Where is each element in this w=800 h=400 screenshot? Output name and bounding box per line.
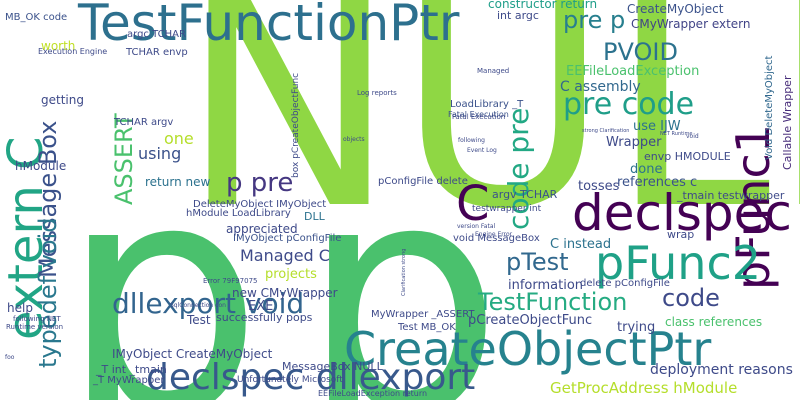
cloud-word: MyWrapper _ASSERT — [371, 309, 475, 320]
cloud-word: SqlConnection con — [170, 302, 226, 309]
cloud-word: p — [60, 114, 264, 400]
cloud-word: getting — [41, 93, 84, 107]
cloud-word: pFunc2 — [595, 236, 762, 290]
cloud-word: following — [458, 137, 485, 144]
cloud-word: use IJW — [633, 119, 681, 134]
cloud-word: _tmain testwrapper — [677, 189, 785, 202]
cloud-word: testwrapper int — [472, 204, 542, 214]
cloud-word: Managed C — [240, 246, 330, 265]
cloud-word: EEFileLoadException — [566, 64, 700, 79]
cloud-word: version Fatal — [457, 223, 496, 230]
cloud-word: declspec — [572, 184, 792, 242]
cloud-word: p pre — [226, 168, 294, 198]
cloud-word: appreciated — [226, 222, 298, 236]
cloud-word: DeleteMyObject IMyObject — [193, 199, 327, 210]
cloud-word: hModule LoadLibrary — [186, 208, 291, 219]
cloud-word: typedef void — [34, 217, 62, 368]
cloud-word: strong Clarification — [582, 128, 630, 134]
cloud-word: Test — [187, 313, 211, 327]
cloud-word: IMyObject pConfigFile — [233, 233, 342, 244]
cloud-word: following NET — [13, 315, 61, 323]
cloud-word: class references — [665, 315, 763, 329]
cloud-word: TCHAR argv — [114, 117, 174, 128]
cloud-word: EXE — [248, 299, 274, 314]
cloud-word: argc TCHAR — [127, 29, 186, 40]
cloud-word: Runtime version — [6, 323, 64, 331]
cloud-word: void MessageBox — [453, 233, 540, 244]
cloud-word: C assembly — [560, 79, 641, 95]
cloud-word: C instead — [550, 237, 612, 252]
cloud-word: CreateObjectPtr — [344, 322, 712, 376]
cloud-word: wrap — [667, 228, 695, 241]
cloud-word: pCreateObjectFunc — [468, 313, 593, 328]
cloud-word: foo — [5, 354, 15, 361]
cloud-word: LoadLibrary _T — [450, 99, 524, 110]
cloud-word: void — [686, 133, 699, 140]
cloud-word: tosses — [578, 179, 620, 194]
cloud-word: done — [630, 162, 663, 177]
cloud-word: CMyWrapper extern — [631, 17, 751, 31]
cloud-word: PVOID — [603, 38, 678, 66]
cloud-word: box pCreateObjectFunc — [291, 72, 301, 178]
cloud-word: Log reports — [357, 89, 397, 97]
cloud-word: envp HMODULE — [644, 150, 731, 163]
cloud-word: declspec dllexport — [146, 357, 476, 398]
cloud-word: Error 79F97075 — [203, 277, 258, 285]
cloud-word: DLL — [304, 210, 325, 223]
cloud-word: trying — [617, 320, 656, 335]
cloud-word: information — [508, 278, 584, 293]
cloud-word: new CMyWrapper — [232, 286, 338, 300]
cloud-word: TCHAR envp — [126, 47, 188, 58]
cloud-word: pre p — [563, 6, 626, 34]
cloud-word: GetProcAddress hModule — [550, 379, 738, 397]
cloud-word: MessageBox NULL — [282, 360, 383, 373]
cloud-word: _T int _tmain — [96, 363, 167, 376]
cloud-word: CreateMyObject — [627, 2, 724, 16]
cloud-word: one — [164, 129, 194, 148]
cloud-word: Unfortunately Microsoft — [237, 375, 343, 385]
cloud-word: pre code — [563, 87, 695, 122]
cloud-word: NULL — [180, 0, 800, 273]
cloud-word: p — [300, 114, 504, 400]
cloud-word: TestFunction — [478, 288, 628, 316]
cloud-word: Wrapper — [606, 135, 662, 150]
cloud-word: deployment reasons — [650, 362, 793, 378]
cloud-word: worth — [41, 39, 76, 53]
cloud-word: Clarification strong — [401, 248, 407, 296]
cloud-word: return new — [145, 175, 211, 189]
cloud-word: Void DeleteMyObject — [764, 55, 775, 160]
cloud-word: hModule — [15, 159, 67, 173]
cloud-word: Test MB_OK — [398, 322, 456, 333]
cloud-word: Callable Wrapper — [781, 75, 794, 170]
cloud-word: projects — [265, 267, 317, 282]
cloud-word: pTest — [506, 248, 569, 276]
cloud-word: Fatal Execution — [452, 113, 506, 121]
cloud-word: Fatal Execution — [448, 110, 509, 119]
cloud-word: Event Log — [467, 147, 497, 154]
cloud-word: NET Runtime — [660, 131, 693, 137]
cloud-word: successfully pops — [216, 311, 313, 324]
cloud-word: code — [662, 284, 720, 312]
cloud-word: Managed — [477, 67, 510, 75]
cloud-word: TestFunctionPtr — [78, 0, 460, 52]
cloud-word: using — [138, 144, 182, 163]
cloud-word: Engine Error — [475, 231, 513, 238]
cloud-word: EEFileLoadException return — [318, 389, 428, 398]
cloud-word: Execution Engine — [38, 47, 108, 56]
cloud-word: C — [456, 176, 490, 232]
cloud-word: argv TCHAR — [492, 188, 558, 201]
cloud-word: IMyObject CreateMyObject — [112, 347, 273, 361]
cloud-word: MB_OK code — [5, 12, 68, 23]
cloud-word: help — [7, 301, 33, 315]
cloud-word: constructor return — [488, 0, 598, 11]
cloud-word: int argc — [497, 9, 539, 22]
cloud-word: objects — [343, 136, 365, 143]
cloud-word: _T MyWrapper — [93, 375, 165, 386]
cloud-word: references c — [617, 175, 698, 190]
cloud-word: dllexport void — [112, 287, 305, 320]
cloud-word: pConfigFile delete — [378, 176, 468, 187]
cloud-word: delete pConfigFile — [580, 278, 670, 289]
